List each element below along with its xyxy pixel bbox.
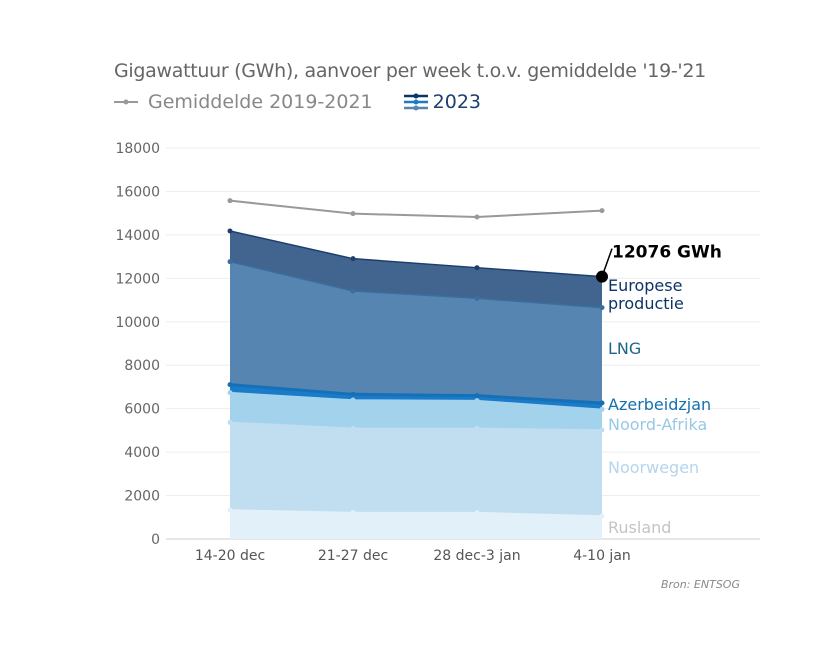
series-label: Azerbeidzjan <box>608 395 711 414</box>
average-point <box>474 214 480 220</box>
data-point <box>599 406 605 412</box>
legend-average: Gemiddelde 2019-2021 <box>148 91 373 113</box>
data-point <box>474 510 480 516</box>
series-label: Noord-Afrika <box>608 415 707 434</box>
x-tick-label: 21-27 dec <box>318 548 388 564</box>
data-point <box>227 419 233 425</box>
average-point <box>350 211 356 217</box>
stacked-lines-icon <box>403 93 428 111</box>
area-azerbeidzjan <box>230 384 602 410</box>
series-line <box>229 383 603 405</box>
series-line <box>229 421 603 431</box>
legend: Gemiddelde 2019-2021 2023 <box>114 91 481 113</box>
y-tick-label: 10000 <box>115 315 160 331</box>
average-point <box>227 198 233 204</box>
data-point <box>599 513 605 519</box>
y-tick-label: 16000 <box>115 184 160 200</box>
data-point <box>227 382 233 388</box>
data-point <box>350 510 356 516</box>
series-label: LNG <box>608 339 641 358</box>
data-point <box>474 295 480 301</box>
y-tick-label: 14000 <box>115 228 160 244</box>
data-point <box>474 425 480 431</box>
y-tick-label: 18000 <box>115 141 160 157</box>
area-lng <box>230 261 602 403</box>
annotation-label: 12076 GWh <box>612 243 722 263</box>
x-tick-label: 4-10 jan <box>573 548 631 564</box>
y-tick-label: 0 <box>151 532 160 548</box>
y-tick-label: 12000 <box>115 271 160 287</box>
series-label: Europese productie <box>608 276 684 313</box>
annotation-leader <box>601 248 613 277</box>
series-label: Rusland <box>608 518 671 537</box>
average-line <box>229 199 603 218</box>
area-rusland <box>230 510 602 539</box>
data-point <box>474 265 480 271</box>
data-point <box>599 400 605 406</box>
x-tick-label: 28 dec-3 jan <box>433 548 520 564</box>
data-point <box>474 393 480 399</box>
average-point <box>599 208 605 214</box>
data-point <box>350 397 356 403</box>
data-point <box>350 425 356 431</box>
y-tick-label: 4000 <box>124 445 160 461</box>
data-point <box>227 390 233 396</box>
source: Bron: ENTSOG <box>660 578 740 591</box>
data-point <box>227 228 233 234</box>
data-point <box>474 398 480 404</box>
data-point <box>350 288 356 294</box>
data-point <box>227 507 233 513</box>
area-europese-productie <box>230 230 602 308</box>
y-tick-label: 2000 <box>124 489 160 505</box>
series-label: Noorwegen <box>608 458 699 477</box>
series-line <box>229 230 603 278</box>
y-tick-label: 8000 <box>124 358 160 374</box>
data-point <box>599 427 605 433</box>
series-line <box>229 260 603 309</box>
legend-current: 2023 <box>432 91 482 113</box>
x-tick-label: 14-20 dec <box>195 548 265 564</box>
area-noorwegen <box>230 422 602 516</box>
data-point <box>350 256 356 262</box>
data-point <box>227 259 233 265</box>
area-noord-afrika <box>230 392 602 430</box>
average-line-icon <box>114 99 138 105</box>
data-point <box>599 305 605 311</box>
y-tick-label: 6000 <box>124 402 160 418</box>
series-line <box>229 509 603 517</box>
series-line <box>229 391 603 411</box>
chart-title: Gigawattuur (GWh), aanvoer per week t.o.… <box>114 60 706 82</box>
data-point <box>350 391 356 397</box>
